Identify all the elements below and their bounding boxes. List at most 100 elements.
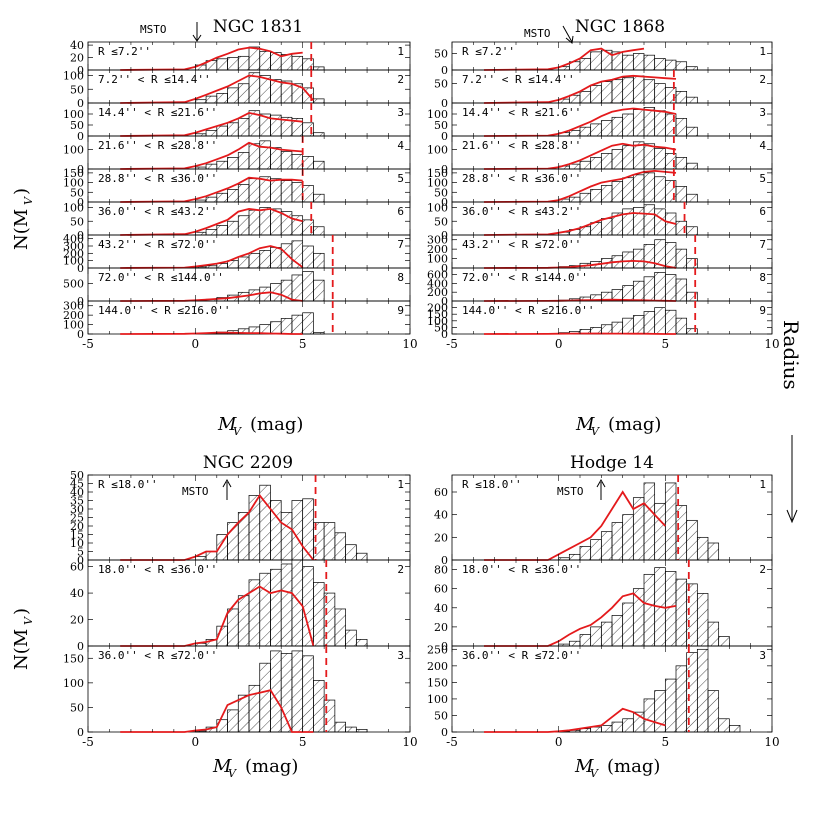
svg-text:(mag): (mag)	[608, 414, 661, 435]
histogram-bar	[259, 140, 271, 170]
panel-number: 7	[759, 238, 766, 251]
y-tick-label: 60	[70, 561, 84, 574]
y-tick-label: 200	[427, 243, 448, 256]
histogram-bar	[643, 244, 656, 269]
y-tick-label: 0	[77, 196, 84, 209]
histogram-bar	[568, 130, 581, 137]
histogram-bar	[355, 729, 368, 733]
xlabel-bottom-left: M V (mag)	[212, 756, 298, 780]
histogram-bar	[248, 178, 261, 203]
panel-number: 3	[759, 106, 766, 119]
y-tick-label: 100	[427, 144, 448, 157]
svg-text:V: V	[22, 196, 35, 205]
histogram-bar	[686, 126, 698, 137]
x-tick-label: 10	[402, 735, 417, 749]
histogram-bar	[568, 196, 581, 203]
y-tick-label: 0	[77, 328, 84, 341]
histogram-bar	[194, 556, 207, 561]
y-tick-label: 250	[427, 643, 448, 656]
title-ngc1868: NGC 1868	[575, 17, 665, 37]
panel-label: 28.8'' < R ≤36.0''	[462, 172, 581, 185]
histogram-bar	[568, 163, 581, 170]
histogram-bar	[216, 160, 228, 170]
histogram-bar	[248, 252, 261, 269]
histogram-bar	[664, 59, 677, 71]
panel-number: 9	[759, 304, 766, 317]
y-tick-label: 50	[434, 78, 448, 91]
panel-label: 21.6'' < R ≤28.8''	[462, 139, 581, 152]
histogram-bar	[611, 149, 624, 170]
y-tick-label: 400	[427, 277, 448, 290]
panel-label: 36.0'' < R ≤43.2''	[98, 205, 217, 218]
histogram-bar	[237, 55, 250, 71]
histogram-bar	[237, 694, 250, 733]
histogram-bar	[313, 98, 325, 104]
histogram-bar	[686, 162, 698, 170]
histogram-bar	[568, 640, 581, 647]
x-tick-label: 10	[764, 735, 779, 749]
y-tick-label: 0	[77, 163, 84, 176]
y-tick-label: 50	[434, 215, 448, 228]
svg-text:M: M	[574, 756, 594, 777]
histogram-bar	[302, 245, 314, 269]
y-tick-label: 200	[427, 286, 448, 299]
histogram-bar	[622, 177, 634, 203]
histogram-bar	[675, 317, 688, 335]
histogram-bar	[643, 482, 656, 561]
title-hodge14: Hodge 14	[570, 453, 654, 473]
red-profile-line	[120, 74, 315, 104]
histogram-bar	[654, 502, 666, 561]
panel-number: 1	[759, 478, 766, 491]
y-tick-label: 15	[70, 529, 84, 542]
y-tick-label: 50	[70, 83, 84, 96]
msto-arrow-ngc2209	[222, 478, 232, 500]
y-tick-label: 0	[77, 64, 84, 77]
y-tick-label: 0	[441, 163, 448, 176]
x-tick-label: 0	[555, 735, 563, 749]
y-tick-label: 100	[63, 319, 84, 332]
svg-text:Radius: Radius	[779, 320, 803, 390]
histogram-bar	[728, 725, 741, 733]
y-tick-label: 300	[63, 240, 84, 253]
svg-text:V: V	[590, 767, 599, 780]
histogram-bar	[194, 231, 207, 236]
y-tick-label: 50	[434, 119, 448, 132]
msto-label-ngc1831: MSTO	[140, 23, 167, 36]
y-tick-label: 300	[427, 234, 448, 247]
histogram-bar	[259, 572, 271, 647]
panel-number: 1	[397, 45, 404, 58]
y-tick-label: 20	[434, 621, 448, 634]
histogram-bar	[291, 154, 304, 170]
histogram-bar	[611, 615, 624, 647]
y-tick-label: 0	[77, 295, 84, 308]
y-tick-label: 0	[441, 97, 448, 110]
y-tick-label: 100	[427, 177, 448, 190]
panel-1-1: 0 50 R ≤7.2'' 1	[434, 41, 773, 77]
histogram-bar	[622, 113, 634, 137]
svg-text:(mag): (mag)	[245, 756, 298, 777]
histogram-bar	[205, 551, 218, 561]
histogram-bar	[345, 544, 357, 561]
histogram-bar	[600, 185, 613, 203]
panel-number: 9	[397, 304, 404, 317]
histogram-bar	[590, 539, 602, 561]
histogram-bar	[675, 157, 688, 170]
histogram-bar	[643, 698, 656, 733]
xlabel-bottom-right: M V (mag)	[574, 756, 660, 780]
x-tick-label: 10	[764, 337, 779, 351]
histogram-bar	[248, 46, 261, 71]
histogram-bar	[622, 285, 634, 302]
radius-label: Radius	[779, 320, 803, 390]
y-tick-label: 60	[434, 486, 448, 499]
y-tick-label: 50	[434, 321, 448, 334]
panel-label: 7.2'' < R ≤14.4''	[98, 73, 211, 86]
y-tick-label: 80	[434, 564, 448, 577]
svg-text:V: V	[22, 616, 35, 625]
y-tick-label: 0	[77, 726, 84, 739]
